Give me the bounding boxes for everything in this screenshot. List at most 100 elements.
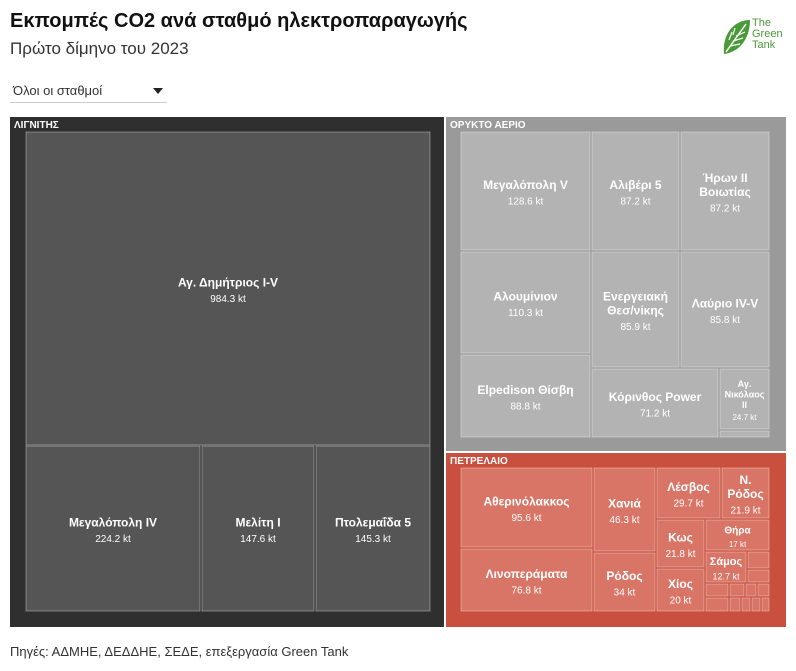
tile-small xyxy=(747,551,770,569)
tile-small xyxy=(757,583,770,597)
tile-name: Αγ. xyxy=(738,379,752,389)
treemap-tile[interactable]: Λέσβος 29.7 kt xyxy=(656,467,721,519)
station-filter-value: Όλοι οι σταθμοί xyxy=(13,83,103,98)
tile-name: Κόρινθος Power xyxy=(609,390,702,404)
treemap-tile[interactable]: Μεγαλόπολη V 128.6 kt xyxy=(460,131,591,251)
treemap-tile[interactable]: Πτολεμαΐδα 5 145.3 kt xyxy=(315,445,431,612)
tile-value: 128.6 kt xyxy=(508,197,544,208)
tile-rect xyxy=(705,551,747,583)
tile-name: Ρόδος xyxy=(606,569,642,583)
treemap-tile[interactable]: Ν.Ρόδος 21.9 kt xyxy=(721,467,770,519)
group-label: ΠΕΤΡΕΛΑΙΟ xyxy=(450,456,508,467)
tile-name: Λινοπεράματα xyxy=(486,567,568,581)
tile-value: 87.2 kt xyxy=(620,197,650,208)
tile-rect xyxy=(460,354,591,438)
treemap-tile[interactable]: Λαύριο IV-V 85.8 kt xyxy=(680,251,770,368)
tile-name: Λέσβος xyxy=(667,480,710,494)
tile-name: Elpedison Θίσβη xyxy=(477,383,573,397)
tile-name: Ήρων II xyxy=(702,171,747,185)
tile-value: 17 kt xyxy=(729,540,747,549)
tile-small xyxy=(729,583,745,597)
tile-rect xyxy=(25,445,201,612)
tile-rect xyxy=(460,251,591,354)
tile-name: Μεγαλόπολη IV xyxy=(69,515,157,529)
tile-name: Μελίτη I xyxy=(235,515,280,529)
treemap-tile[interactable]: Αλουμίνιον 110.3 kt xyxy=(460,251,591,354)
treemap-tile[interactable]: Κόρινθος Power 71.2 kt xyxy=(591,368,719,438)
treemap-tile[interactable]: Αθερινόλακκος 95.6 kt xyxy=(460,467,593,548)
leaf-icon xyxy=(723,20,750,54)
tile-rect xyxy=(460,548,593,612)
tile-value: 110.3 kt xyxy=(508,308,543,319)
treemap-tile[interactable]: Elpedison Θίσβη 88.8 kt xyxy=(460,354,591,438)
tile-rect xyxy=(591,251,680,368)
tile-name: Νικόλαος xyxy=(725,389,765,399)
treemap-tile[interactable]: Κως 21.8 kt xyxy=(656,519,705,568)
tile-small xyxy=(741,597,751,612)
treemap-tile[interactable]: Αγ. Δημήτριος I-V 984.3 kt xyxy=(25,131,431,446)
tile-value: 29.7 kt xyxy=(673,499,703,510)
tile-value: 984.3 kt xyxy=(210,294,246,305)
tile-name: Χανιά xyxy=(608,496,641,510)
green-tank-logo: The Green Tank xyxy=(720,14,790,58)
tile-value: 85.9 kt xyxy=(620,322,650,333)
tile-rect xyxy=(315,445,431,612)
tile-value: 145.3 kt xyxy=(355,534,391,545)
tile-value: 88.8 kt xyxy=(510,402,540,413)
tile-name: Κως xyxy=(668,530,693,544)
chevron-down-icon xyxy=(153,88,163,94)
tile-name: Σάμος xyxy=(710,556,743,568)
treemap-tile[interactable]: Λινοπεράματα 76.8 kt xyxy=(460,548,593,612)
tile-rect xyxy=(705,519,770,551)
tile-small xyxy=(719,430,770,438)
tile-rect xyxy=(656,467,721,519)
tile-value: 46.3 kt xyxy=(609,515,639,526)
treemap-tile[interactable]: Ρόδος 34 kt xyxy=(593,552,656,612)
tile-name: Αθερινόλακκος xyxy=(483,494,569,508)
tile-name: Ρόδος xyxy=(727,487,763,501)
tile-rect xyxy=(593,467,656,552)
tile-value: 224.2 kt xyxy=(95,534,131,545)
tile-name: Χίος xyxy=(668,577,693,591)
tile-value: 76.8 kt xyxy=(511,586,541,597)
tile-value: 24.7 kt xyxy=(732,413,757,422)
treemap-tile[interactable]: Σάμος 12.7 kt xyxy=(705,551,747,583)
group-label: ΟΡΥΚΤΟ ΑΕΡΙΟ xyxy=(450,120,526,131)
tile-name: Θήρα xyxy=(724,525,751,536)
treemap-tile[interactable]: Αλιβέρι 5 87.2 kt xyxy=(591,131,680,251)
tile-rect xyxy=(680,131,770,251)
tile-value: 87.2 kt xyxy=(710,204,740,215)
treemap-tile[interactable]: Μεγαλόπολη IV 224.2 kt xyxy=(25,445,201,612)
tile-small xyxy=(729,597,741,612)
tile-name: Αλουμίνιον xyxy=(493,289,558,303)
tile-name: Ενεργειακή xyxy=(603,290,668,304)
tile-rect xyxy=(591,131,680,251)
source-note: Πηγές: ΑΔΜΗΕ, ΔΕΔΔΗΕ, ΣΕΔΕ, επεξεργασία … xyxy=(10,644,349,659)
tile-rect xyxy=(460,131,591,251)
tile-small xyxy=(761,597,770,612)
treemap-tile[interactable]: Χανιά 46.3 kt xyxy=(593,467,656,552)
tile-name: Ν. xyxy=(740,473,752,487)
chart-subtitle: Πρώτο δίμηνο του 2023 xyxy=(10,39,189,58)
logo-text: The Green Tank xyxy=(752,17,783,51)
tile-small xyxy=(705,597,729,612)
tile-name: Βοιωτίας xyxy=(699,185,750,199)
tile-rect xyxy=(591,368,719,438)
tile-rect xyxy=(680,251,770,368)
treemap-tile[interactable]: Θήρα 17 kt xyxy=(705,519,770,551)
treemap-tile[interactable]: Χίος 20 kt xyxy=(656,568,705,612)
tile-value: 85.8 kt xyxy=(710,315,740,326)
tile-value: 95.6 kt xyxy=(511,513,541,524)
tile-value: 20 kt xyxy=(670,596,692,607)
tile-value: 21.9 kt xyxy=(730,506,760,517)
tile-name: Αλιβέρι 5 xyxy=(609,178,662,192)
tile-rect xyxy=(721,467,770,519)
tile-name: Πτολεμαΐδα 5 xyxy=(335,515,411,529)
treemap-tile[interactable]: Μελίτη I 147.6 kt xyxy=(201,445,315,612)
tile-name: Αγ. Δημήτριος I-V xyxy=(178,275,278,289)
station-filter-dropdown[interactable]: Όλοι οι σταθμοί xyxy=(10,78,167,103)
